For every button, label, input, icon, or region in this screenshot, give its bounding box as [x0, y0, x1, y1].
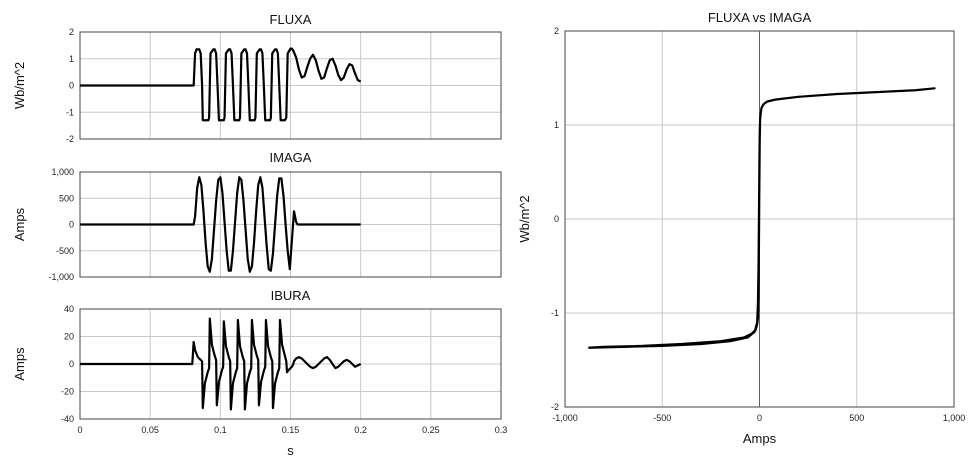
x-tick-label: 0.25 — [422, 425, 440, 435]
y-tick-label: 1,000 — [51, 167, 74, 177]
x-tick-label: 0 — [757, 413, 762, 423]
x-axis-label: Amps — [743, 431, 777, 446]
y-tick-label: 0 — [69, 81, 74, 91]
y-tick-label: -20 — [61, 387, 74, 397]
y-tick-label: -40 — [61, 414, 74, 424]
y-tick-label: -1 — [551, 308, 559, 318]
y-tick-label: -1 — [66, 107, 74, 117]
y-tick-label: -1,000 — [48, 272, 74, 282]
x-axis-label: s — [287, 443, 294, 458]
y-axis-label: Wb/m^2 — [517, 195, 532, 242]
x-tick-label: 0.05 — [141, 425, 159, 435]
chart-title: IBURA — [271, 288, 311, 303]
series-line-ibura — [80, 317, 362, 411]
y-tick-label: -2 — [66, 134, 74, 144]
chart-fluxa-vs-imaga: 2 1 0 -1 -2-1,000 -500 0 500 1,000 FLUXA vs IMAGA… — [517, 10, 965, 446]
x-tick-label: -500 — [653, 413, 671, 423]
series-line-imaga — [80, 176, 361, 273]
y-axis-label: Wb/m^2 — [12, 62, 27, 109]
y-tick-label: 1 — [554, 120, 559, 130]
x-tick-label: 0.3 — [495, 425, 508, 435]
chart-imaga: 1,000 500 0 -500 -1,000 IMAGA Amps — [12, 150, 502, 282]
x-tick-label: 500 — [849, 413, 864, 423]
y-tick-label: 0 — [554, 214, 559, 224]
y-tick-label: -500 — [56, 246, 74, 256]
x-tick-label: 0.1 — [214, 425, 227, 435]
x-tick-label: 0.15 — [282, 425, 300, 435]
series-line-fluxa-vs-imaga — [588, 87, 936, 349]
y-tick-label: 0 — [69, 220, 74, 230]
y-axis-label: Amps — [12, 207, 27, 241]
chart-title: FLUXA vs IMAGA — [708, 10, 812, 25]
chart-title: FLUXA — [270, 12, 312, 27]
chart-title: IMAGA — [270, 150, 312, 165]
x-tick-label: 1,000 — [943, 413, 966, 423]
x-tick-label: -1,000 — [552, 413, 578, 423]
y-tick-label: 2 — [69, 27, 74, 37]
y-axis-label: Amps — [12, 347, 27, 381]
y-tick-label: 1 — [69, 54, 74, 64]
y-tick-label: 500 — [59, 193, 74, 203]
y-tick-label: 2 — [554, 26, 559, 36]
x-tick-label: 0.2 — [354, 425, 367, 435]
series-line-fluxa — [80, 47, 362, 122]
y-tick-label: 40 — [64, 304, 74, 314]
y-tick-label: -2 — [551, 402, 559, 412]
y-tick-label: 0 — [69, 359, 74, 369]
x-tick-label: 0 — [77, 425, 82, 435]
y-tick-label: 20 — [64, 332, 74, 342]
chart-fluxa: 2 1 0 -1 -2 FLUXA Wb/m^2 — [12, 12, 502, 144]
